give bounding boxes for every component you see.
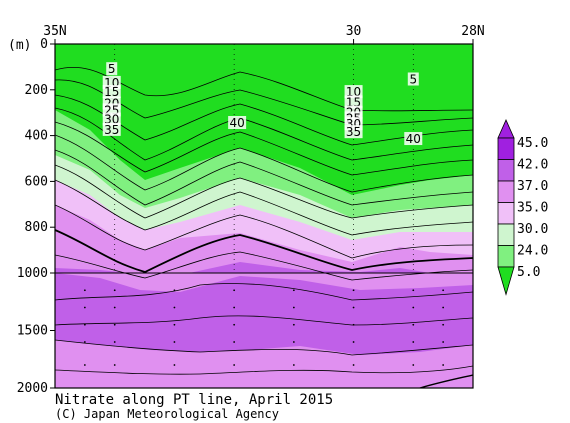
y-tick-label: 0 xyxy=(40,37,48,52)
sample-dot xyxy=(233,289,236,292)
contour-label: 40 xyxy=(229,116,244,130)
x-tick-label: 28N xyxy=(461,24,484,39)
sample-dot xyxy=(83,341,86,343)
colorbar-label: 5.0 xyxy=(517,265,540,280)
contour-label: 40 xyxy=(406,132,421,146)
sample-dot xyxy=(173,306,176,309)
sample-dot xyxy=(83,323,86,326)
colorbar-segment xyxy=(497,180,515,203)
band-24 xyxy=(55,44,473,195)
colorbar-segment xyxy=(497,159,515,182)
y-tick-label: 600 xyxy=(25,174,48,189)
sample-dot xyxy=(412,341,415,343)
sample-dot xyxy=(233,323,236,326)
sample-dot xyxy=(83,289,86,292)
sample-dot xyxy=(412,323,415,326)
sample-dot xyxy=(233,306,236,309)
sample-dot xyxy=(442,323,445,326)
sample-dot xyxy=(352,323,355,326)
x-axis: 35N 30 28N xyxy=(43,24,485,44)
sample-dot xyxy=(352,289,355,292)
contour-label-bg xyxy=(344,95,363,109)
credit-text: (C) Japan Meteorological Agency xyxy=(55,407,279,421)
x-tick-label: 30 xyxy=(346,24,362,39)
sample-dot xyxy=(113,306,116,309)
sample-dot xyxy=(113,364,116,366)
y-tick-label: 1000 xyxy=(17,266,48,281)
y-tick-label: 200 xyxy=(25,83,48,98)
station-markers xyxy=(83,44,445,366)
colorbar-label: 30.0 xyxy=(517,222,548,237)
colorbar-label: 45.0 xyxy=(517,136,548,151)
colorbar-segment xyxy=(497,223,515,246)
contour-label-bg xyxy=(228,116,247,130)
sample-dot xyxy=(352,306,355,309)
colorbar-top-arrow xyxy=(497,119,515,139)
contour-label: 5 xyxy=(409,72,417,86)
contour-label: 35 xyxy=(104,123,119,137)
colorbar-label: 37.0 xyxy=(517,179,548,194)
colorbar-segment xyxy=(497,245,515,268)
sample-dot xyxy=(412,289,415,292)
colorbar-label: 24.0 xyxy=(517,244,548,259)
y-tick-label: 1500 xyxy=(17,324,48,339)
contour-label-bg xyxy=(106,62,118,76)
colorbar-label: 42.0 xyxy=(517,158,548,173)
sample-dot xyxy=(292,323,295,326)
contour-label-bg xyxy=(404,132,423,146)
chart-title: Nitrate along PT line, April 2015 xyxy=(55,392,333,408)
sample-dot xyxy=(442,289,445,292)
contour-label-bg xyxy=(102,122,121,136)
colorbar-label: 35.0 xyxy=(517,201,548,216)
sample-dot xyxy=(442,306,445,309)
contour-label-bg xyxy=(102,112,121,126)
nitrate-field xyxy=(55,44,473,388)
y-tick-label: 2000 xyxy=(17,381,48,396)
plot-frame xyxy=(54,43,474,389)
contour-label: 35 xyxy=(346,125,361,139)
y-axis: 0 200 400 600 800 1000 1500 2000 xyxy=(17,37,55,396)
sample-dot xyxy=(352,341,355,343)
sample-dot xyxy=(292,341,295,343)
x-tick-label: 35N xyxy=(43,24,66,39)
band-42-lower xyxy=(55,340,473,388)
band-lower-upper-strip xyxy=(55,273,473,292)
sample-dot xyxy=(173,289,176,292)
colorbar-segment xyxy=(497,137,515,160)
sample-dot xyxy=(352,364,355,366)
sample-dot xyxy=(113,341,116,343)
sample-dot xyxy=(292,306,295,309)
sample-dot xyxy=(113,323,116,326)
sample-dot xyxy=(83,364,86,366)
sample-dot xyxy=(173,341,176,343)
contour-label-bg xyxy=(102,85,121,99)
sample-dot xyxy=(412,364,415,366)
sample-dot xyxy=(412,306,415,309)
contour-label: 15 xyxy=(104,85,119,99)
sample-dot xyxy=(113,289,116,292)
sample-dot xyxy=(292,364,295,366)
sample-dot xyxy=(292,289,295,292)
y-tick-label: 400 xyxy=(25,129,48,144)
sample-dot xyxy=(233,364,236,366)
sample-dot xyxy=(173,323,176,326)
contour-label-bg xyxy=(344,125,363,139)
sample-dot xyxy=(442,364,445,366)
y-unit-label: (m) xyxy=(8,38,31,53)
y-tick-label: 800 xyxy=(25,220,48,235)
contour-label-bg xyxy=(344,85,363,99)
colorbar: 45.0 42.0 37.0 35.0 30.0 24.0 5.0 xyxy=(497,119,548,296)
contour-label: 5 xyxy=(108,62,116,76)
colorbar-bottom-arrow xyxy=(497,266,515,296)
contour-labels: 510152025303540510152025303540 xyxy=(102,62,423,146)
contour-label-bg xyxy=(407,72,419,86)
sample-dot xyxy=(83,306,86,309)
sample-dot xyxy=(442,341,445,343)
sample-dot xyxy=(233,341,236,343)
colorbar-segment xyxy=(497,202,515,225)
sample-dot xyxy=(173,364,176,366)
